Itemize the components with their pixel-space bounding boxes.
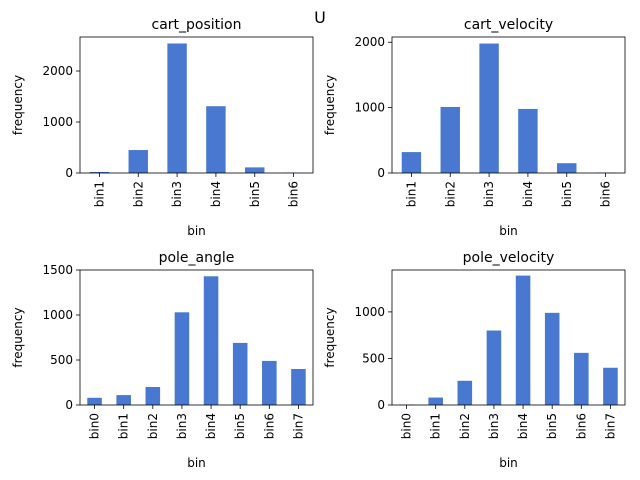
x-axis-label: bin (187, 224, 206, 238)
x-tick-label: bin3 (175, 413, 189, 439)
bar-bin7 (291, 369, 306, 405)
x-tick-label: bin2 (131, 181, 145, 207)
x-tick-label: bin7 (603, 413, 617, 439)
x-tick-label: bin1 (429, 413, 443, 439)
x-tick-label: bin0 (88, 413, 102, 439)
bar-bin2 (457, 380, 473, 405)
x-tick-label: bin3 (482, 181, 496, 207)
bar-bin6 (262, 360, 277, 405)
y-tick-label: 0 (377, 398, 385, 412)
bar-bin3 (479, 43, 499, 173)
bar-bin4 (206, 106, 226, 173)
x-tick-label: bin3 (170, 181, 184, 207)
y-axis-label: frequency (323, 307, 337, 367)
x-tick-label: bin2 (458, 413, 472, 439)
y-axis-label: frequency (11, 307, 25, 367)
bar-bin2 (128, 150, 148, 173)
bar-bin5 (245, 167, 265, 173)
bar-bin3 (167, 43, 187, 174)
chart-title: pole_angle (159, 250, 235, 266)
x-axis-label: bin (499, 224, 518, 238)
y-tick-label: 1500 (42, 263, 73, 277)
bar-bin7 (603, 367, 618, 405)
x-axis-label: bin (187, 456, 206, 470)
bar-bin5 (557, 163, 577, 173)
x-tick-label: bin5 (545, 413, 559, 439)
bar-bin4 (515, 275, 531, 405)
y-tick-label: 0 (65, 398, 73, 412)
bar-bin1 (401, 152, 422, 173)
x-tick-label: bin2 (443, 181, 457, 207)
y-axis-label: frequency (11, 75, 25, 135)
x-tick-label: bin6 (262, 413, 276, 439)
bar-bin4 (518, 108, 538, 173)
x-tick-label: bin6 (287, 181, 301, 207)
chart-title: pole_velocity (463, 250, 555, 266)
bar-bin4 (203, 276, 219, 405)
bar-bin5 (232, 342, 248, 405)
chart-title: cart_position (152, 17, 242, 33)
x-tick-label: bin1 (92, 181, 106, 207)
x-tick-label: bin6 (599, 181, 613, 207)
chart-title: cart_velocity (464, 17, 553, 33)
bar-bin1 (89, 171, 110, 173)
y-axis-label: frequency (323, 75, 337, 135)
x-tick-label: bin4 (516, 413, 530, 439)
x-tick-label: bin7 (291, 413, 305, 439)
y-tick-label: 1000 (354, 305, 385, 319)
bar-bin1 (428, 397, 443, 405)
x-tick-label: bin0 (400, 413, 414, 439)
x-tick-label: bin3 (487, 413, 501, 439)
x-axis-label: bin (499, 456, 518, 470)
plot-frame (79, 269, 314, 406)
bar-bin2 (440, 106, 460, 173)
bar-bin5 (544, 312, 560, 405)
y-tick-label: 1000 (42, 115, 73, 129)
x-tick-label: bin2 (146, 413, 160, 439)
y-tick-label: 1000 (354, 101, 385, 115)
plot-frame (79, 36, 314, 174)
plot-frame (391, 269, 626, 406)
bar-bin2 (145, 387, 161, 405)
plot-frame (391, 36, 626, 174)
x-tick-label: bin5 (248, 181, 262, 207)
x-tick-label: bin1 (117, 413, 131, 439)
x-tick-label: bin4 (521, 181, 535, 207)
bar-bin0 (87, 397, 102, 405)
y-tick-label: 1000 (42, 308, 73, 322)
bar-bin6 (574, 352, 589, 405)
bar-bin3 (174, 312, 190, 405)
y-tick-label: 500 (50, 353, 73, 367)
y-tick-label: 500 (362, 351, 385, 365)
bar-bin3 (486, 330, 502, 405)
x-tick-label: bin4 (209, 181, 223, 207)
x-tick-label: bin5 (233, 413, 247, 439)
x-tick-label: bin6 (574, 413, 588, 439)
bar-bin1 (116, 395, 131, 405)
y-tick-label: 2000 (42, 64, 73, 78)
figure-suptitle: U (314, 8, 326, 27)
x-tick-label: bin4 (204, 413, 218, 439)
y-tick-label: 0 (65, 166, 73, 180)
x-tick-label: bin5 (560, 181, 574, 207)
y-tick-label: 0 (377, 166, 385, 180)
y-tick-label: 2000 (354, 35, 385, 49)
x-tick-label: bin1 (404, 181, 418, 207)
